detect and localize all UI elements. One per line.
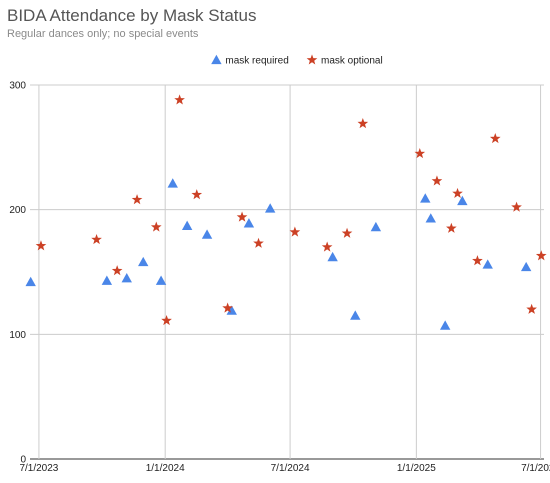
legend-label: mask required	[225, 56, 288, 67]
point-mask-optional	[526, 303, 537, 314]
y-tick-label: 300	[9, 81, 26, 92]
points-layer	[25, 94, 547, 330]
y-tick-label: 0	[20, 455, 26, 466]
x-tick-label: 1/1/2025	[397, 463, 436, 474]
point-mask-required	[121, 273, 132, 283]
point-mask-required	[243, 218, 255, 228]
point-mask-required	[327, 251, 338, 262]
grid-layer	[30, 84, 544, 460]
legend-label: mask optional	[321, 56, 383, 67]
point-mask-required	[439, 320, 451, 330]
point-mask-required	[425, 213, 436, 223]
x-tick-label: 7/1/2023	[19, 463, 58, 474]
point-mask-optional	[222, 302, 233, 313]
x-tick-label: 1/1/2024	[146, 463, 185, 474]
point-mask-required	[420, 193, 431, 203]
point-mask-optional	[35, 240, 47, 251]
point-mask-optional	[174, 94, 185, 105]
point-mask-optional	[131, 194, 143, 205]
axis-layer: 0 100 200 300 7/1/2023 1/1/2024 7/1/2024 1/1/20…	[9, 81, 550, 475]
y-tick-label: 100	[9, 330, 26, 341]
point-mask-optional	[253, 237, 264, 248]
point-mask-optional	[431, 175, 443, 186]
point-mask-required	[155, 275, 167, 285]
chart-title: BIDA Attendance by Mask Status	[7, 6, 257, 25]
point-mask-required	[201, 229, 213, 239]
y-tick-label: 200	[9, 205, 26, 216]
point-mask-optional	[111, 265, 123, 276]
point-mask-optional	[321, 241, 333, 252]
point-mask-optional	[489, 133, 501, 144]
point-mask-optional	[472, 255, 483, 266]
point-mask-optional	[91, 233, 102, 245]
point-mask-required	[101, 275, 113, 285]
legend-star-icon	[306, 54, 318, 65]
point-mask-required	[138, 256, 149, 267]
point-mask-optional	[161, 315, 172, 326]
point-mask-required	[457, 195, 468, 206]
point-mask-required	[264, 203, 276, 213]
point-mask-optional	[236, 211, 248, 222]
legend: mask required mask optional	[211, 54, 383, 67]
point-mask-optional	[150, 221, 162, 232]
point-mask-required	[226, 305, 237, 315]
point-mask-required	[370, 221, 382, 232]
point-mask-optional	[289, 226, 301, 237]
x-tick-label: 7/1/2024	[271, 463, 310, 474]
point-mask-optional	[446, 222, 457, 233]
point-mask-required	[482, 259, 493, 269]
point-mask-optional	[511, 201, 522, 212]
point-mask-optional	[357, 118, 369, 129]
point-mask-optional	[341, 227, 353, 238]
legend-triangle-icon	[211, 54, 222, 65]
point-mask-optional	[414, 147, 426, 159]
point-mask-required	[167, 178, 178, 188]
point-mask-required	[350, 310, 361, 320]
chart-subtitle: Regular dances only; no special events	[7, 28, 199, 40]
point-mask-required	[25, 276, 36, 287]
point-mask-optional	[452, 187, 463, 198]
point-mask-required	[181, 220, 193, 231]
point-mask-optional	[535, 250, 547, 261]
point-mask-optional	[191, 189, 203, 200]
x-tick-label: 7/1/2025	[521, 463, 550, 474]
point-mask-required	[520, 261, 532, 272]
